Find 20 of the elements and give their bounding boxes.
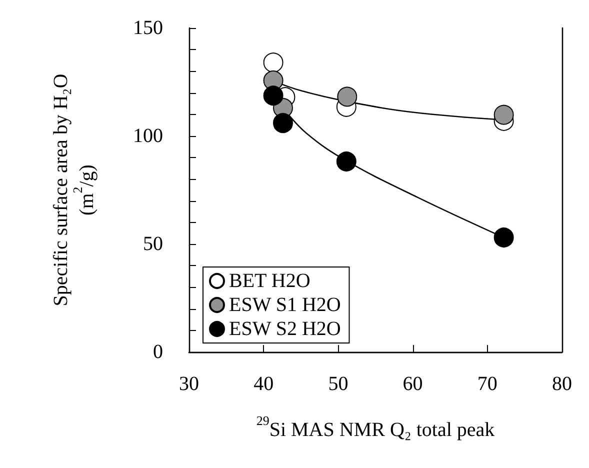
point bbox=[336, 151, 356, 172]
point bbox=[263, 52, 284, 73]
y-tick-label: 50 bbox=[143, 233, 163, 255]
x-tick-label: 80 bbox=[552, 373, 572, 395]
point bbox=[263, 86, 284, 106]
x-tick-label: 30 bbox=[179, 373, 199, 395]
legend-label: ESW S2 H2O bbox=[229, 318, 341, 340]
legend-label: ESW S1 H2O bbox=[229, 294, 341, 316]
point bbox=[273, 113, 293, 134]
x-tick-label: 40 bbox=[254, 373, 274, 395]
y-tick-label: 150 bbox=[133, 17, 163, 39]
x-tick-label: 70 bbox=[477, 373, 498, 395]
x-tick-label: 50 bbox=[328, 373, 348, 395]
y-tick-label: 0 bbox=[153, 341, 163, 363]
x-tick-label: 60 bbox=[402, 373, 423, 395]
point bbox=[494, 104, 514, 125]
y-tick-label: 100 bbox=[133, 125, 163, 147]
point bbox=[494, 228, 514, 248]
legend-label: BET H2O bbox=[229, 270, 310, 292]
point bbox=[337, 86, 358, 107]
